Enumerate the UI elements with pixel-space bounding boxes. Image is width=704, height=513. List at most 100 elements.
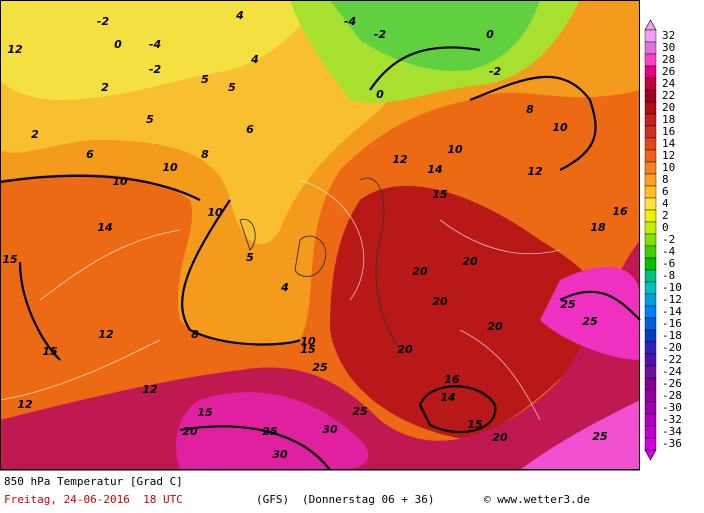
coastlines (239, 177, 401, 351)
cool-area (0, 0, 320, 100)
legend-swatch (644, 293, 657, 307)
legend-label: 18 (662, 113, 675, 126)
legend-label: -6 (662, 257, 675, 270)
contour-label: 2 (101, 81, 109, 94)
contour-label: 15 (42, 345, 58, 358)
contour-label: -2 (149, 63, 162, 76)
legend-swatch (644, 425, 657, 439)
legend-swatch (644, 377, 657, 391)
legend-swatch (644, 197, 657, 211)
contour-label: 8 (201, 148, 209, 161)
hottest-area-south (520, 400, 640, 470)
contour-label: 20 (397, 343, 413, 356)
legend-swatch (644, 233, 657, 247)
legend-swatch (644, 281, 657, 295)
contour-label: -2 (97, 15, 110, 28)
contour-label: 25 (560, 298, 576, 311)
contour-label: 25 (262, 425, 278, 438)
contour-label: 4 (235, 9, 244, 22)
legend-swatch (644, 365, 657, 379)
contour-label: 12 (142, 383, 158, 396)
contour-label: 15 (467, 418, 483, 431)
contour-label: 5 (228, 81, 236, 94)
contour-label: 20 (182, 425, 198, 438)
contour-label: -2 (489, 65, 502, 78)
legend-label: -8 (662, 269, 675, 282)
contour-label: 10 (112, 175, 128, 188)
contour-label: 10 (207, 206, 223, 219)
legend-swatch (644, 209, 657, 223)
legend-swatch (644, 341, 657, 355)
contour-label: 25 (352, 405, 368, 418)
contour-label: 15 (300, 343, 316, 356)
legend-label: -12 (662, 293, 682, 306)
legend-label: 32 (662, 29, 675, 42)
contour-label: 14 (427, 163, 442, 176)
legend-swatch (644, 245, 657, 259)
contour-label: 15 (2, 253, 18, 266)
legend-swatch (644, 317, 657, 331)
contour-label: -4 (149, 38, 161, 51)
contour-label: 25 (312, 361, 328, 374)
contour-label: 5 (201, 73, 209, 86)
contour-label: -2 (374, 28, 387, 41)
legend-label: -4 (662, 245, 676, 258)
legend-label: -16 (662, 317, 682, 330)
footer-run: (Donnerstag 06 + 36) (302, 493, 434, 506)
legend-swatch (644, 353, 657, 367)
legend-swatch (644, 413, 657, 427)
legend-swatch (644, 185, 657, 199)
legend-swatch (644, 173, 657, 187)
hottest-area-east (540, 266, 640, 360)
legend-label: 4 (662, 197, 669, 210)
footer-model: (GFS) (256, 493, 289, 506)
legend-label: -18 (662, 329, 682, 342)
contour-label: 6 (86, 148, 94, 161)
legend-swatch (644, 125, 657, 139)
contour-label: 0 (376, 88, 384, 101)
legend-label: -28 (662, 389, 682, 402)
legend-label: 30 (662, 41, 675, 54)
legend-swatch (644, 329, 657, 343)
legend-swatch (644, 65, 657, 79)
contour-label: 12 (98, 328, 114, 341)
legend-label: 0 (662, 221, 669, 234)
contour-label: 20 (462, 255, 478, 268)
legend-label: 6 (662, 185, 669, 198)
legend-swatch (644, 113, 657, 127)
legend-label: 24 (662, 77, 676, 90)
contour-label: 12 (527, 165, 543, 178)
legend-label: -2 (662, 233, 675, 246)
contour-label: 6 (246, 123, 254, 136)
isotherms (0, 179, 561, 421)
legend-swatch (644, 149, 657, 163)
legend-arrow-top (644, 19, 657, 31)
contour-label: 14 (97, 221, 112, 234)
legend-label: -20 (662, 341, 682, 354)
contour-label: 10 (447, 143, 463, 156)
contour-label: 0 (114, 38, 122, 51)
legend-label: 2 (662, 209, 669, 222)
contour-label: 14 (440, 391, 455, 404)
legend-label: 26 (662, 65, 675, 78)
footer-date: Freitag, 24-06-2016 18 UTC (4, 493, 183, 506)
legend-label: 20 (662, 101, 675, 114)
legend-label: -26 (662, 377, 682, 390)
legend-label: 28 (662, 53, 675, 66)
hot-area (330, 185, 607, 440)
legend-swatch (644, 101, 657, 115)
contour-label: 16 (444, 373, 460, 386)
contour-label: 25 (592, 430, 608, 443)
contour-label: 12 (392, 153, 408, 166)
legend-label: -36 (662, 437, 682, 450)
legend-swatch (644, 161, 657, 175)
legend-swatch (644, 437, 657, 451)
legend-label: 8 (662, 173, 669, 186)
footer-credit: © www.wetter3.de (484, 493, 590, 506)
contour-lines (0, 46, 641, 471)
contour-label: 0 (486, 28, 494, 41)
contour-label: 10 (552, 121, 568, 134)
contour-label: 30 (322, 423, 338, 436)
